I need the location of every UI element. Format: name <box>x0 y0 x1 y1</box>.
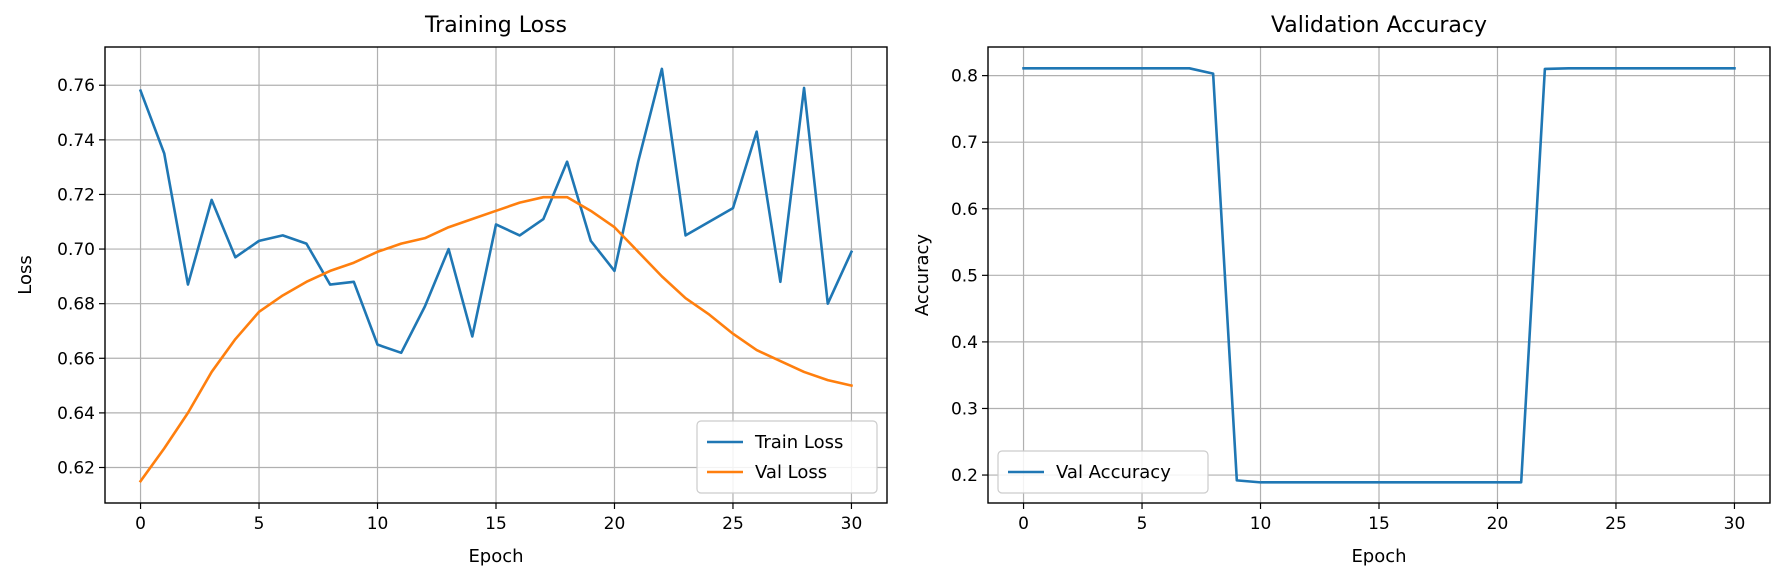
x-tick-label: 0 <box>135 514 146 534</box>
x-tick-label: 0 <box>1018 514 1029 534</box>
x-tick-label: 30 <box>841 514 863 534</box>
x-tick-label: 5 <box>254 514 265 534</box>
y-tick-label: 0.76 <box>57 76 95 96</box>
x-tick-label: 20 <box>1487 514 1509 534</box>
x-axis-label: Epoch <box>468 546 523 567</box>
y-axis-label: Loss <box>15 255 36 294</box>
x-tick-label: 15 <box>1368 514 1390 534</box>
y-tick-label: 0.74 <box>57 131 95 151</box>
y-tick-label: 0.70 <box>57 240 95 260</box>
grid <box>988 47 1770 503</box>
chart-title: Validation Accuracy <box>1271 13 1487 38</box>
x-tick-label: 25 <box>1605 514 1627 534</box>
legend-box <box>997 450 1209 494</box>
y-tick-label: 0.4 <box>951 333 978 353</box>
x-tick-label: 5 <box>1137 514 1148 534</box>
y-tick-label: 0.6 <box>951 200 978 220</box>
legend-box <box>696 420 878 494</box>
legend-label: Val Loss <box>755 462 827 483</box>
legend-label: Val Accuracy <box>1056 462 1171 483</box>
series-line-train-loss <box>138 67 854 355</box>
y-tick-label: 0.72 <box>57 185 95 205</box>
y-tick-label: 0.3 <box>951 399 978 419</box>
series-line-val-loss <box>138 195 854 483</box>
y-axis-label: Accuracy <box>912 234 933 317</box>
y-tick-label: 0.8 <box>951 67 978 87</box>
chart-2: 0 5 10 15 20 25 30 0.2 0.3 0.4 0.5 0.6 0.7 0.8 Validat… <box>912 13 1771 567</box>
series-line-val-accuracy <box>1022 67 1736 484</box>
x-tick-label: 10 <box>1250 514 1272 534</box>
x-tick-label: 30 <box>1724 514 1746 534</box>
x-tick-label: 25 <box>722 514 744 534</box>
x-tick-label: 20 <box>604 514 626 534</box>
y-tick-label: 0.66 <box>57 349 95 369</box>
legend-label: Train Loss <box>754 432 843 453</box>
legend: Train Loss Val Loss <box>696 420 878 494</box>
y-tick-label: 0.64 <box>57 404 95 424</box>
y-tick-label: 0.7 <box>951 133 978 153</box>
y-tick-label: 0.2 <box>951 466 978 486</box>
x-tick-label: 10 <box>367 514 389 534</box>
y-tick-label: 0.62 <box>57 459 95 479</box>
x-tick-label: 15 <box>485 514 507 534</box>
x-axis-label: Epoch <box>1351 546 1406 567</box>
y-tick-label: 0.68 <box>57 295 95 315</box>
y-tick-label: 0.5 <box>951 266 978 286</box>
legend: Val Accuracy <box>997 450 1209 494</box>
chart-1: 0 5 10 15 20 25 30 0.62 0.64 0.66 0.68 0.70 0.72 0.74… <box>15 13 888 567</box>
chart-title: Training Loss <box>424 13 567 38</box>
